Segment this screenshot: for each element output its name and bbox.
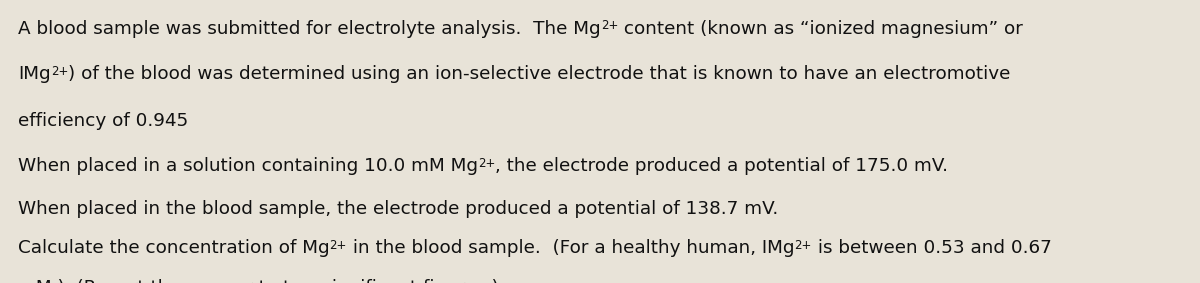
Text: 2+: 2+: [478, 157, 496, 170]
Text: When placed in the blood sample, the electrode produced a potential of 138.7 mV.: When placed in the blood sample, the ele…: [18, 200, 779, 218]
Text: A blood sample was submitted for electrolyte analysis.  The Mg: A blood sample was submitted for electro…: [18, 20, 601, 38]
Text: mM.)  (Report the answer to two significant figures.): mM.) (Report the answer to two significa…: [18, 279, 499, 283]
Text: content (known as “ionized magnesium” or: content (known as “ionized magnesium” or: [618, 20, 1022, 38]
Text: ) of the blood was determined using an ion-selective electrode that is known to : ) of the blood was determined using an i…: [68, 65, 1010, 83]
Text: is between 0.53 and 0.67: is between 0.53 and 0.67: [812, 239, 1051, 257]
Text: , the electrode produced a potential of 175.0 mV.: , the electrode produced a potential of …: [496, 157, 948, 175]
Text: Calculate the concentration of Mg: Calculate the concentration of Mg: [18, 239, 330, 257]
Text: IMg: IMg: [18, 65, 50, 83]
Text: 2+: 2+: [50, 65, 68, 78]
Text: efficiency of 0.945: efficiency of 0.945: [18, 112, 188, 130]
Text: in the blood sample.  (For a healthy human, IMg: in the blood sample. (For a healthy huma…: [347, 239, 794, 257]
Text: 2+: 2+: [794, 239, 812, 252]
Text: 2+: 2+: [601, 20, 618, 33]
Text: When placed in a solution containing 10.0 mM Mg: When placed in a solution containing 10.…: [18, 157, 478, 175]
Text: 2+: 2+: [330, 239, 347, 252]
